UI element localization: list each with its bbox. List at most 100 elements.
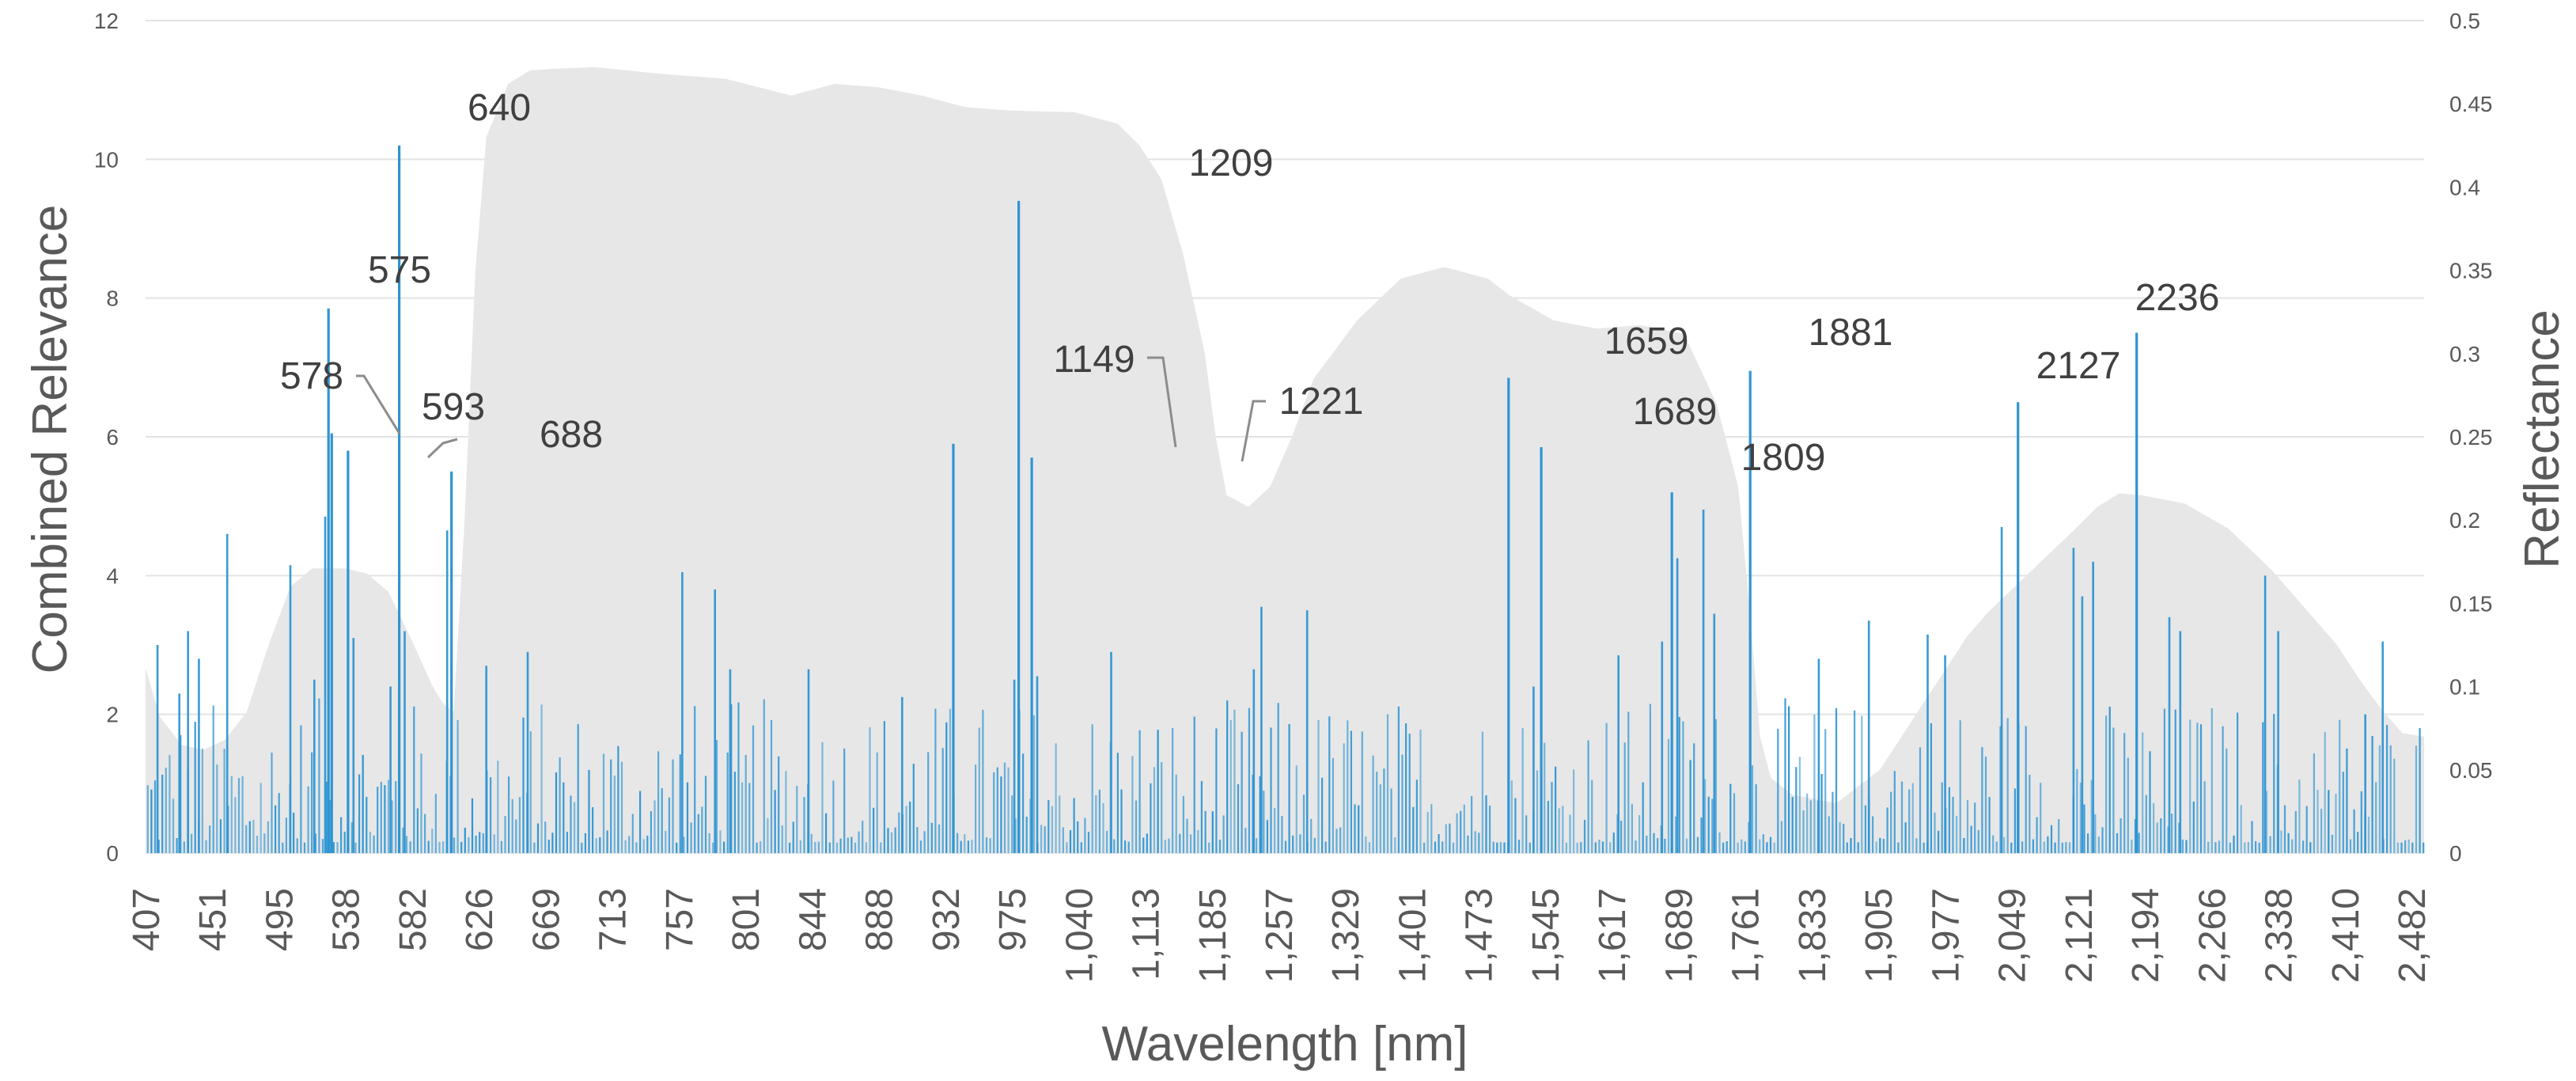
x-tick-label: 1,545 <box>1525 888 1567 983</box>
relevance-bar <box>1525 815 1528 853</box>
relevance-bar <box>178 693 180 853</box>
relevance-bar <box>241 776 244 853</box>
relevance-bar <box>2081 596 2084 853</box>
peak-bar <box>2135 332 2138 853</box>
relevance-bar <box>2378 745 2381 853</box>
relevance-bar <box>1828 816 1830 853</box>
relevance-bar <box>1003 762 1006 853</box>
relevance-bar <box>930 822 933 853</box>
relevance-bar <box>1565 842 1567 853</box>
relevance-bar <box>945 722 948 853</box>
relevance-bar <box>325 781 328 853</box>
relevance-bar <box>336 842 339 853</box>
relevance-bar <box>1646 836 1648 853</box>
relevance-bar <box>358 774 361 853</box>
relevance-bar <box>756 842 758 853</box>
relevance-bar <box>2036 817 2038 853</box>
relevance-bar <box>993 772 995 853</box>
relevance-bar <box>1682 721 1684 853</box>
relevance-bar <box>1707 796 1710 853</box>
relevance-bar <box>2043 841 2045 853</box>
x-tick-label: 669 <box>525 888 567 951</box>
x-tick-label: 407 <box>126 888 168 951</box>
relevance-bar <box>1000 776 1002 853</box>
relevance-bar <box>704 776 707 853</box>
relevance-bar <box>1963 837 1965 853</box>
relevance-bar <box>380 782 382 853</box>
relevance-bar <box>708 833 710 853</box>
relevance-bar <box>468 836 470 853</box>
relevance-bar <box>1055 743 1057 853</box>
relevance-bar <box>2207 841 2210 853</box>
relevance-bar <box>1714 719 1717 853</box>
relevance-bar <box>2320 809 2323 853</box>
relevance-bar <box>1696 836 1699 853</box>
relevance-bar <box>271 753 273 853</box>
peak-bar <box>952 443 955 853</box>
relevance-bar <box>216 764 218 853</box>
relevance-bar <box>157 840 160 853</box>
x-tick-label: 2,194 <box>2125 888 2167 983</box>
relevance-bar <box>2079 783 2082 853</box>
relevance-bar <box>161 774 164 853</box>
relevance-bar <box>490 777 492 853</box>
relevance-bar <box>1379 784 1381 853</box>
relevance-bar <box>869 726 871 853</box>
relevance-bar <box>1471 796 1473 853</box>
relevance-bar <box>2269 836 2271 853</box>
relevance-bar <box>1984 756 1987 853</box>
relevance-bar <box>1263 791 1265 853</box>
relevance-bar <box>2160 818 2162 853</box>
y2-tick-label: 0.05 <box>2449 758 2493 783</box>
relevance-bar <box>1142 837 1145 853</box>
relevance-bar <box>1044 826 1046 853</box>
peak-bar <box>1748 370 1752 853</box>
relevance-bar <box>1324 841 1327 853</box>
x-tick-label: 1,977 <box>1925 888 1967 983</box>
relevance-bar <box>1959 720 1961 853</box>
peak-bar <box>347 450 350 853</box>
relevance-bar <box>237 778 241 853</box>
relevance-bar <box>919 840 922 853</box>
peak-bar <box>398 145 401 854</box>
relevance-bar <box>2050 825 2053 853</box>
peak-label: 2236 <box>2135 277 2220 319</box>
relevance-bar <box>1339 827 1342 853</box>
relevance-bar <box>1547 801 1549 853</box>
relevance-bar <box>723 841 725 853</box>
relevance-bar <box>2203 781 2206 853</box>
relevance-bar <box>2277 631 2279 853</box>
relevance-bar <box>1536 770 1539 853</box>
relevance-bar <box>1653 833 1655 853</box>
relevance-bar <box>1150 783 1152 853</box>
relevance-bar <box>191 833 193 853</box>
relevance-bar <box>1861 715 1863 853</box>
relevance-bar <box>891 832 893 853</box>
relevance-bar <box>504 816 506 853</box>
relevance-bar <box>1867 620 1870 853</box>
relevance-bar <box>1124 840 1127 853</box>
relevance-bar <box>234 797 237 853</box>
relevance-bar <box>563 782 565 853</box>
relevance-bar <box>1226 700 1229 853</box>
relevance-bar <box>1938 830 1940 853</box>
relevance-bar <box>817 841 820 853</box>
relevance-bar <box>1113 839 1116 853</box>
relevance-bar <box>1208 842 1210 853</box>
relevance-bar <box>438 841 441 853</box>
relevance-bar <box>2168 616 2171 853</box>
relevance-bar <box>1623 742 1626 853</box>
relevance-bar <box>854 842 857 853</box>
relevance-bar <box>778 756 780 853</box>
relevance-bar <box>631 814 634 853</box>
relevance-bar <box>1430 804 1433 853</box>
relevance-bar <box>2105 715 2108 853</box>
relevance-bar <box>1313 837 1316 853</box>
relevance-bar <box>1485 795 1487 853</box>
relevance-bar <box>595 838 597 853</box>
relevance-bar <box>839 838 842 853</box>
relevance-bar <box>1704 779 1707 853</box>
relevance-bar <box>1110 651 1112 853</box>
relevance-bar <box>2305 806 2308 853</box>
relevance-bar <box>1040 825 1043 853</box>
